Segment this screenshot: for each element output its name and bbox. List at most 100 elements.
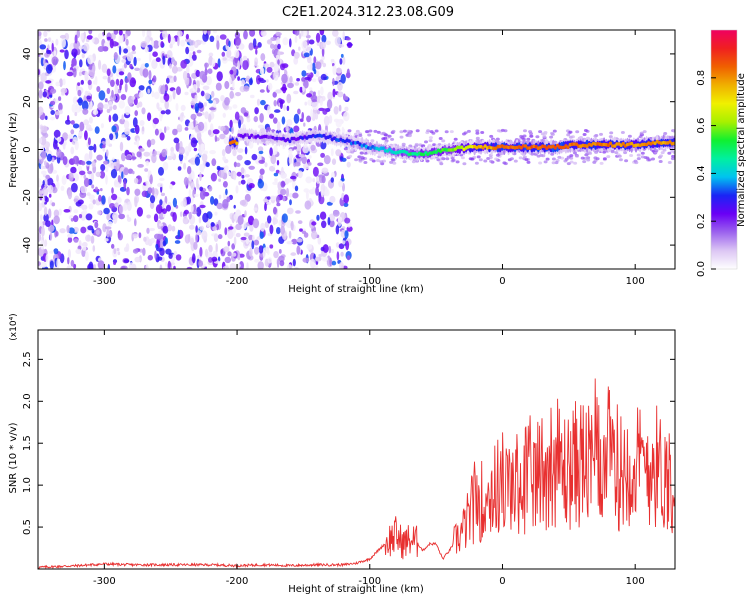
ridge-segment [347,139,351,143]
noise-blob [319,79,323,85]
noise-blob [160,110,166,115]
noise-blob [73,209,79,214]
noise-blob [330,171,335,179]
noise-blob [293,51,300,59]
haze-blob [367,133,372,137]
noise-blob [136,57,141,62]
noise-blob [184,234,191,244]
noise-blob [311,78,317,83]
haze-blob [425,159,430,163]
noise-blob [298,33,302,40]
noise-blob [204,248,209,258]
noise-blob [209,35,215,42]
noise-blob [343,194,350,204]
noise-blob [46,177,54,186]
x-tick-label: 100 [626,576,645,587]
noise-blob [71,48,78,57]
x-tick-label: 0 [499,276,505,287]
noise-blob [83,42,90,52]
noise-blob [117,232,123,241]
noise-blob [144,63,149,68]
noise-blob [298,46,301,51]
noise-blob [188,173,193,182]
haze-blob [402,160,407,164]
haze-blob [660,151,665,155]
noise-blob [209,150,217,155]
noise-blob [107,263,111,269]
noise-blob [237,60,241,71]
noise-blob [138,148,145,152]
noise-blob [307,162,312,166]
noise-blob [273,100,277,107]
noise-blob [191,54,197,61]
noise-blob [66,225,70,234]
noise-blob [84,130,88,141]
noise-blob [273,172,279,177]
colorbar-gradient [711,30,737,269]
haze-blob [359,155,364,159]
noise-blob [216,40,220,50]
noise-blob [162,225,169,234]
noise-blob [194,94,198,100]
noise-blob [280,188,287,196]
noise-blob [211,158,217,167]
noise-blob [258,150,264,155]
noise-blob [288,230,292,239]
noise-blob [252,234,255,242]
noise-blob [198,216,202,224]
noise-blob [120,265,126,269]
noise-blob [270,154,277,165]
noise-blob [192,253,196,264]
noise-blob [126,52,134,62]
noise-blob [337,75,341,79]
noise-blob [231,126,235,135]
haze-blob [453,137,458,141]
noise-blob [335,149,342,157]
noise-blob [320,86,324,96]
noise-blob [335,67,343,74]
noise-blob [298,154,305,158]
noise-blob [41,125,48,134]
noise-blob [281,213,288,223]
noise-blob [111,243,115,249]
noise-blob [41,48,44,58]
noise-blob [200,90,205,97]
spectrogram-y-axis: -40 -20 0 20 40 [22,48,675,253]
noise-blob [143,236,147,242]
noise-blob [287,82,294,89]
noise-blob [38,81,44,90]
noise-blob [91,37,95,43]
haze-blob [462,162,467,166]
noise-blob [292,179,296,189]
noise-blob [319,30,325,36]
noise-blob [103,103,109,109]
y-tick-label: -40 [22,237,33,253]
noise-blob [165,248,172,255]
noise-blob [162,208,167,215]
noise-blob [248,247,253,257]
haze-blob [550,132,555,136]
noise-blob [345,37,351,41]
noise-blob [320,41,326,50]
haze-blob [557,155,562,159]
snr-y-multiplier: (x10⁴) [9,313,19,340]
haze-blob [642,130,647,134]
noise-blob [108,114,112,123]
noise-blob [338,180,343,188]
noise-blob [301,77,306,82]
noise-blob [286,264,293,269]
noise-blob [337,216,343,223]
noise-blob [188,189,192,197]
noise-blob [310,62,313,71]
noise-blob [166,77,170,84]
noise-blob [145,180,149,186]
noise-blob [202,32,209,42]
haze-blob [496,129,501,133]
haze-blob [474,161,479,165]
noise-blob [342,56,346,65]
noise-blob [134,67,141,72]
noise-blob [152,40,160,49]
noise-blob [222,181,228,188]
noise-blob [279,100,283,109]
noise-blob [297,170,303,179]
